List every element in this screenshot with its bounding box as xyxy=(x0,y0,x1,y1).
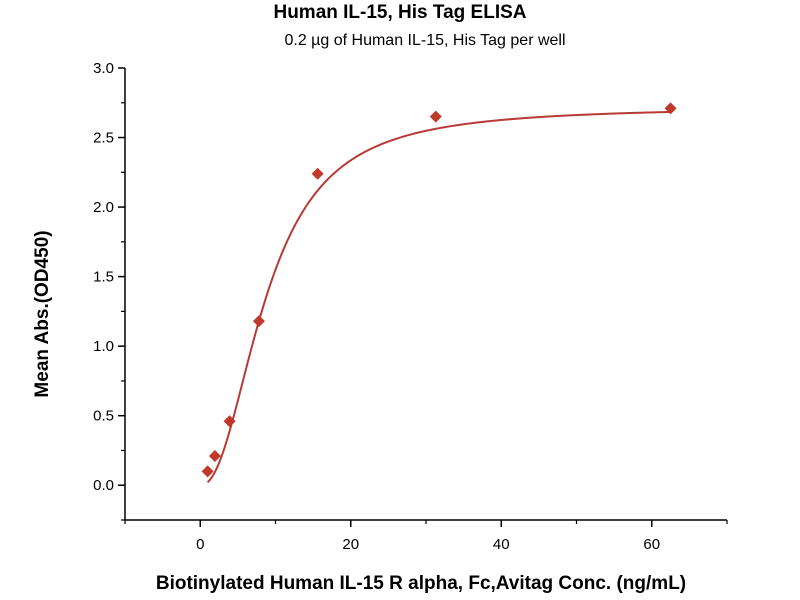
y-tick-label: 2.5 xyxy=(93,130,114,147)
y-tick-label: 0.5 xyxy=(93,408,114,425)
x-tick-label: 20 xyxy=(342,536,359,553)
x-tick-label: 60 xyxy=(643,536,660,553)
axes: 0.0 0.5 1.0 1.5 2.0 2.5 3.0 0 20 40 60 xyxy=(93,60,728,553)
data-points xyxy=(201,102,677,478)
fit-curve xyxy=(206,110,671,483)
data-point xyxy=(311,167,324,180)
y-axis-title: Mean Abs.(OD450) xyxy=(32,230,53,397)
chart-subtitle: 0.2 µg of Human IL-15, His Tag per well xyxy=(284,32,566,49)
data-point xyxy=(429,110,442,123)
y-tick-label: 2.0 xyxy=(93,199,114,216)
data-point xyxy=(664,102,677,115)
x-tick-label: 40 xyxy=(493,536,510,553)
data-point xyxy=(223,415,236,428)
data-point xyxy=(252,315,265,328)
chart-title: Human IL-15, His Tag ELISA xyxy=(273,2,527,23)
data-point xyxy=(208,450,221,463)
x-axis-title: Biotinylated Human IL-15 R alpha, Fc,Avi… xyxy=(156,573,686,594)
y-tick-label: 1.5 xyxy=(93,269,114,286)
y-tick-label: 3.0 xyxy=(93,60,114,77)
y-tick-label: 1.0 xyxy=(93,338,114,355)
data-point xyxy=(201,465,214,478)
x-tick-label: 0 xyxy=(196,536,204,553)
y-tick-label: 0.0 xyxy=(93,477,114,494)
